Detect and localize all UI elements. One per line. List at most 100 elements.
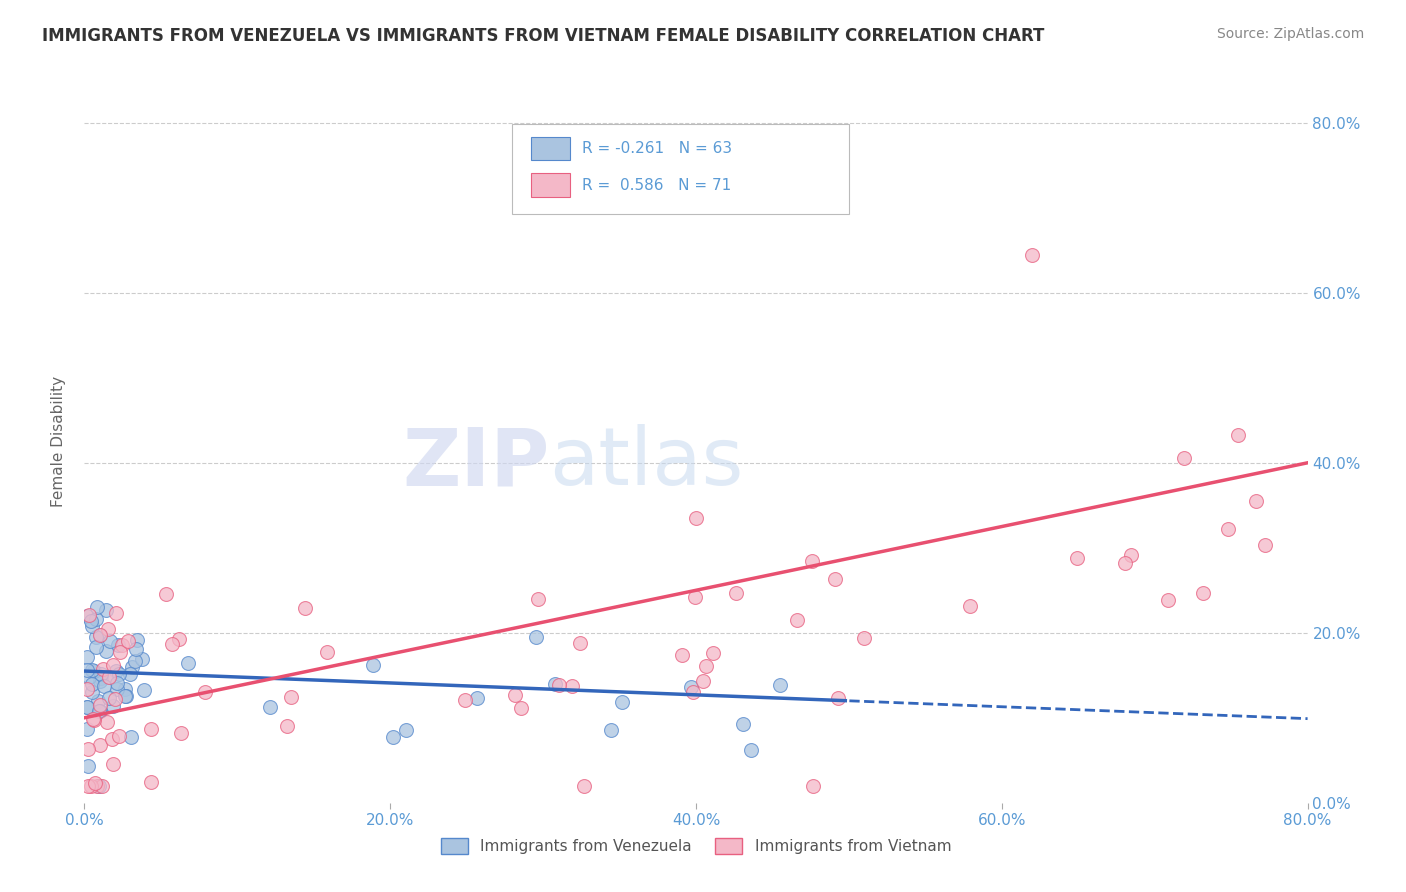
Point [316,645,339,659]
Point [101,757,124,772]
Point [125,641,148,656]
Point [395,723,418,737]
Point [381,731,404,745]
Point [548,678,571,692]
Text: R =  0.586   N = 71: R = 0.586 N = 71 [582,178,731,193]
Point [111,638,134,652]
Point [124,654,146,668]
Point [733,716,755,731]
Point [280,690,302,704]
Point [84,640,107,655]
Point [108,667,131,681]
Point [89,779,111,793]
Point [526,592,548,607]
Point [725,586,748,600]
Point [96,714,118,729]
Point [1244,494,1267,508]
Point [76,700,98,714]
Point [76,723,98,737]
Text: IMMIGRANTS FROM VENEZUELA VS IMMIGRANTS FROM VIETNAM FEMALE DISABILITY CORRELATI: IMMIGRANTS FROM VENEZUELA VS IMMIGRANTS … [42,27,1045,45]
Point [80,685,103,699]
Point [801,554,824,568]
Point [90,667,112,681]
Point [1066,551,1088,566]
Point [76,742,98,756]
Point [79,607,101,622]
Point [361,657,384,672]
Point [82,712,104,726]
Point [125,632,148,647]
Point [83,665,105,679]
Text: ZIP: ZIP [402,425,550,502]
Point [76,663,98,677]
Point [89,739,111,753]
Point [105,607,128,621]
Point [572,779,595,793]
Point [801,779,824,793]
Point [177,656,200,670]
Point [155,586,177,600]
Point [84,631,107,645]
Point [105,675,128,690]
Point [96,603,118,617]
Point [671,648,693,663]
Point [510,701,533,715]
Point [93,662,115,676]
Point [679,681,702,695]
Point [695,659,717,673]
Point [118,667,141,681]
Point [96,644,118,658]
Point [101,731,124,746]
Point [76,699,98,714]
Point [853,631,876,645]
Point [76,779,98,793]
Point [114,681,136,696]
Point [76,682,98,697]
Point [1226,427,1249,442]
Point [1157,593,1180,607]
Point [465,690,488,705]
Point [87,704,110,718]
Point [827,691,849,706]
Point [276,719,298,733]
Point [93,679,115,693]
Point [90,671,112,685]
Point [120,730,142,744]
Point [98,634,121,648]
Point [98,670,121,684]
Point [599,723,621,737]
Y-axis label: Female Disability: Female Disability [51,376,66,508]
Point [121,659,143,673]
Point [141,774,163,789]
Point [503,688,526,702]
Point [139,722,162,736]
Point [740,743,762,757]
Point [110,645,132,659]
Point [561,679,583,693]
Point [107,638,129,652]
Point [1216,522,1239,536]
Point [87,694,110,708]
Point [685,511,707,525]
Point [569,636,592,650]
Point [131,652,153,666]
Point [104,691,127,706]
Point [76,609,98,624]
Point [194,684,217,698]
Point [769,677,792,691]
Point [170,726,193,740]
Legend: Immigrants from Venezuela, Immigrants from Vietnam: Immigrants from Venezuela, Immigrants fr… [434,832,957,860]
Point [115,689,138,703]
FancyBboxPatch shape [513,124,849,214]
Point [84,612,107,626]
Point [117,633,139,648]
Point [97,691,120,706]
Point [89,628,111,642]
Point [89,698,111,712]
Point [77,670,100,684]
Point [683,590,706,604]
Point [294,601,316,615]
Point [80,677,103,691]
Point [104,664,127,678]
Text: atlas: atlas [550,425,744,502]
